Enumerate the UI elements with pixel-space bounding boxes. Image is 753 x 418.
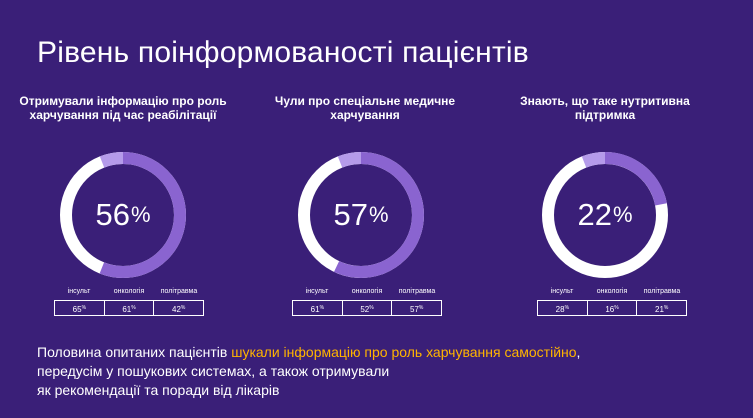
breakdown-label-oncology: онкологія <box>596 288 628 295</box>
percent-sign: % <box>368 202 389 227</box>
breakdown-table: інсульт онкологія політравма 28% 16% 21% <box>537 288 687 316</box>
breakdown-label-oncology: онкологія <box>351 288 383 295</box>
breakdown-table: інсульт онкологія політравма 61% 52% 57% <box>292 288 442 316</box>
percent-value: 56 <box>95 197 130 232</box>
stat-caption: Знають, що таке нутритивна підтримка <box>520 94 690 122</box>
donut-chart: 22% <box>540 150 670 280</box>
donut-chart: 56% <box>58 150 188 280</box>
breakdown-label-stroke: інсульт <box>305 288 329 295</box>
percent-value: 57 <box>333 197 368 232</box>
ring-accent <box>542 151 668 278</box>
stat-caption: Отримували інформацію про роль харчуванн… <box>19 94 227 122</box>
summary-text: Половина опитаних пацієнтів шукали інфор… <box>37 343 580 400</box>
breakdown-value-stroke: 28% <box>538 301 588 315</box>
donut-ring <box>60 151 186 278</box>
breakdown-value-oncology: 52% <box>343 301 393 315</box>
breakdown-value-stroke: 61% <box>293 301 343 315</box>
breakdown-label-polytrauma: політравма <box>398 288 436 295</box>
breakdown-value-polytrauma: 42% <box>172 305 186 314</box>
percent-label: 57% <box>296 150 426 280</box>
summary-line-3: як рекомендації та поради від лікарів <box>37 382 280 398</box>
summary-line-2: передусім у пошукових системах, а також … <box>37 363 390 379</box>
breakdown-value-stroke: 65% <box>55 301 105 315</box>
breakdown-label-polytrauma: політравма <box>643 288 681 295</box>
donut-ring <box>542 151 668 278</box>
percent-sign: % <box>130 202 151 227</box>
breakdown-value-oncology: 61% <box>105 301 155 315</box>
donut-chart: 57% <box>296 150 426 280</box>
breakdown-value-polytrauma: 57% <box>410 305 424 314</box>
breakdown-label-oncology: онкологія <box>113 288 145 295</box>
summary-highlight: шукали інформацію про роль харчування са… <box>231 344 577 360</box>
breakdown-label-stroke: інсульт <box>67 288 91 295</box>
percent-label: 22% <box>540 150 670 280</box>
breakdown-table: інсульт онкологія політравма 65% 61% 42% <box>54 288 204 316</box>
percent-sign: % <box>612 202 633 227</box>
breakdown-label-stroke: інсульт <box>550 288 574 295</box>
summary-line-1: Половина опитаних пацієнтів шукали інфор… <box>37 344 581 360</box>
ring-accent <box>298 151 424 278</box>
donut-ring <box>298 151 424 278</box>
breakdown-label-polytrauma: політравма <box>160 288 198 295</box>
stat-caption: Чули про спеціальне медичне харчування <box>274 94 456 122</box>
breakdown-value-polytrauma: 21% <box>655 305 669 314</box>
percent-value: 22 <box>577 197 612 232</box>
breakdown-value-oncology: 16% <box>588 301 638 315</box>
page-title: Рівень поінформованості пацієнтів <box>37 36 529 69</box>
percent-label: 56% <box>58 150 188 280</box>
